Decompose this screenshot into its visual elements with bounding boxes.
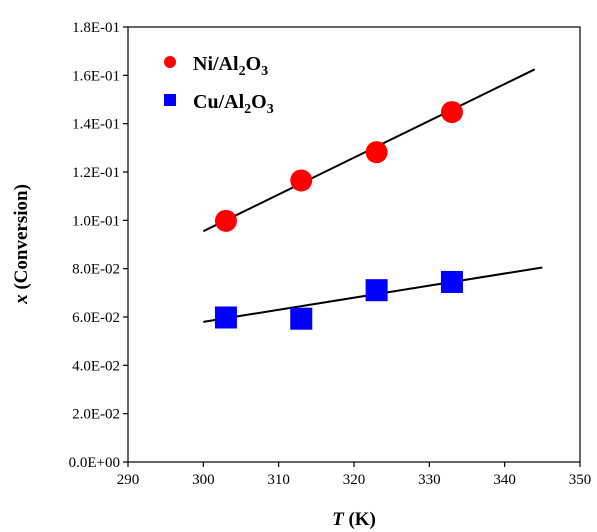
- x-axis: 290 300 310 320 330 340 350: [117, 462, 592, 488]
- y-tick-label: 6.0E-02: [72, 310, 120, 326]
- y-tick-label: 0.0E+00: [69, 455, 120, 471]
- y-axis: 0.0E+00 2.0E-02 4.0E-02 6.0E-02 8.0E-02 1.0E-…: [69, 20, 128, 471]
- data-point: [440, 101, 463, 124]
- x-tick-label: 290: [117, 472, 140, 488]
- data-point: [365, 141, 388, 164]
- y-tick-label: 8.0E-02: [72, 262, 120, 278]
- data-point: [214, 306, 237, 329]
- data-point: [214, 209, 237, 232]
- x-tick-label: 330: [418, 472, 441, 488]
- legend-marker: [164, 56, 176, 68]
- x-tick-label: 310: [267, 472, 290, 488]
- data-point: [290, 307, 313, 330]
- y-tick-label: 1.8E-01: [72, 20, 120, 36]
- y-tick-label: 4.0E-02: [72, 358, 120, 374]
- legend-label: Cu/Al2O3: [193, 91, 274, 117]
- legend-marker: [164, 94, 176, 106]
- data-point: [365, 279, 388, 302]
- x-tick-label: 350: [569, 472, 592, 488]
- y-tick-label: 2.0E-02: [72, 407, 120, 423]
- plot-area: [127, 26, 581, 463]
- y-tick-label: 1.0E-01: [72, 213, 120, 229]
- data-point: [440, 270, 463, 293]
- y-tick-label: 1.2E-01: [72, 165, 120, 181]
- y-tick-label: 1.4E-01: [72, 117, 120, 133]
- y-tick-label: 1.6E-01: [72, 68, 120, 84]
- y-axis-label: x (Conversion): [11, 184, 32, 305]
- x-tick-label: 320: [343, 472, 366, 488]
- data-point: [290, 169, 313, 192]
- data-markers: [214, 101, 463, 330]
- legend: Ni/Al2O3 Cu/Al2O3: [164, 53, 274, 117]
- x-tick-label: 340: [493, 472, 516, 488]
- legend-label: Ni/Al2O3: [193, 53, 268, 79]
- x-axis-label: T (K): [332, 509, 376, 530]
- x-tick-label: 300: [192, 472, 215, 488]
